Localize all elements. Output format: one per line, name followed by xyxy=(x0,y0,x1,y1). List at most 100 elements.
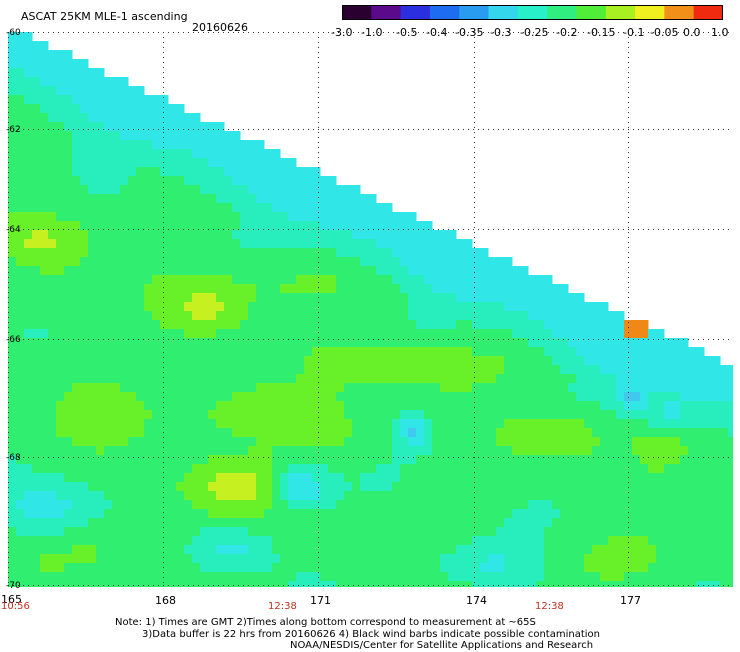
data-cell xyxy=(328,356,337,366)
data-cell xyxy=(576,491,585,501)
data-cell xyxy=(592,518,601,528)
data-cell xyxy=(664,563,673,573)
data-cell xyxy=(424,410,433,420)
data-cell xyxy=(632,527,641,537)
data-cell xyxy=(56,482,65,492)
data-cell xyxy=(56,113,65,123)
data-cell xyxy=(8,365,17,375)
data-cell xyxy=(192,509,201,519)
data-cell xyxy=(136,176,145,186)
data-cell xyxy=(168,176,177,186)
data-cell xyxy=(416,428,425,438)
data-cell xyxy=(88,491,97,501)
data-cell xyxy=(80,158,89,168)
data-cell xyxy=(328,527,337,537)
data-cell xyxy=(88,419,97,429)
data-cell xyxy=(232,581,241,587)
data-cell xyxy=(528,581,537,587)
data-cell xyxy=(112,527,121,537)
data-cell xyxy=(152,455,161,465)
data-cell xyxy=(344,374,353,384)
data-cell xyxy=(168,473,177,483)
data-cell xyxy=(72,464,81,474)
data-cell xyxy=(600,527,609,537)
data-cell xyxy=(696,536,705,546)
data-cell xyxy=(144,347,153,357)
data-cell xyxy=(392,428,401,438)
data-cell xyxy=(328,266,337,276)
data-cell xyxy=(256,212,265,222)
data-cell xyxy=(128,581,137,587)
data-cell xyxy=(136,500,145,510)
data-cell xyxy=(280,545,289,555)
data-cell xyxy=(176,482,185,492)
data-cell xyxy=(576,536,585,546)
data-cell xyxy=(184,392,193,402)
data-cell xyxy=(264,392,273,402)
data-cell xyxy=(304,329,313,339)
data-cell xyxy=(80,275,89,285)
data-cell xyxy=(40,212,49,222)
data-cell xyxy=(640,401,649,411)
data-cell xyxy=(136,158,145,168)
data-cell xyxy=(216,149,225,159)
data-cell xyxy=(72,410,81,420)
data-cell xyxy=(712,545,721,555)
data-cell xyxy=(248,203,257,213)
data-cell xyxy=(160,158,169,168)
data-cell xyxy=(40,50,49,60)
data-cell xyxy=(552,383,561,393)
time-label: 12:38 xyxy=(268,601,297,612)
data-cell xyxy=(472,302,481,312)
data-cell xyxy=(280,554,289,564)
data-cell xyxy=(440,320,449,330)
data-cell xyxy=(368,212,377,222)
data-cell xyxy=(80,518,89,528)
data-cell xyxy=(664,365,673,375)
data-cell xyxy=(168,275,177,285)
data-cell xyxy=(168,554,177,564)
data-cell xyxy=(136,581,145,587)
data-cell xyxy=(656,536,665,546)
data-cell xyxy=(88,437,97,447)
data-cell xyxy=(288,239,297,249)
data-cell xyxy=(248,185,257,195)
data-cell xyxy=(192,122,201,132)
data-cell xyxy=(160,455,169,465)
data-cell xyxy=(80,509,89,519)
data-cell xyxy=(56,122,65,132)
data-cell xyxy=(584,320,593,330)
time-label: 12:38 xyxy=(535,601,564,612)
data-cell xyxy=(344,239,353,249)
data-cell xyxy=(728,554,733,564)
data-cell xyxy=(312,185,321,195)
data-cell xyxy=(496,347,505,357)
data-cell xyxy=(120,320,129,330)
data-cell xyxy=(24,293,33,303)
data-cell xyxy=(368,419,377,429)
data-cell xyxy=(96,221,105,231)
data-cell xyxy=(472,563,481,573)
data-cell xyxy=(304,572,313,582)
data-cell xyxy=(168,185,177,195)
data-cell xyxy=(456,311,465,321)
data-cell xyxy=(288,329,297,339)
data-cell xyxy=(616,338,625,348)
data-cell xyxy=(200,383,209,393)
data-cell xyxy=(328,275,337,285)
data-cell xyxy=(688,518,697,528)
data-cell xyxy=(16,140,25,150)
data-cell xyxy=(8,302,17,312)
data-cell xyxy=(616,464,625,474)
data-cell xyxy=(360,437,369,447)
data-cell xyxy=(88,572,97,582)
data-cell xyxy=(616,419,625,429)
data-cell xyxy=(616,356,625,366)
data-cell xyxy=(440,446,449,456)
data-cell xyxy=(80,203,89,213)
data-cell xyxy=(160,473,169,483)
data-cell xyxy=(312,392,321,402)
data-cell xyxy=(280,410,289,420)
data-cell xyxy=(520,545,529,555)
data-cell xyxy=(416,311,425,321)
